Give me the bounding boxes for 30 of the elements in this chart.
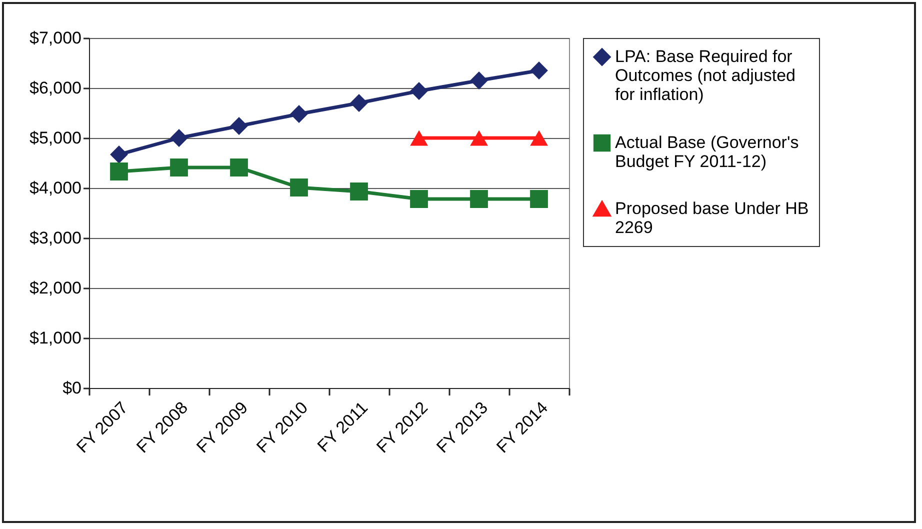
legend-label: Proposed base Under HB 2269 xyxy=(615,199,809,237)
point xyxy=(470,190,488,208)
point xyxy=(530,190,548,208)
y-tick-label: $1,000 xyxy=(30,328,82,348)
point xyxy=(530,130,548,146)
point xyxy=(350,94,368,112)
point xyxy=(530,62,548,80)
point xyxy=(410,130,428,146)
y-tick-label: $6,000 xyxy=(30,78,82,98)
y-tick-label: $0 xyxy=(62,378,82,398)
point xyxy=(470,130,488,146)
point xyxy=(170,158,188,176)
point xyxy=(110,146,128,164)
y-tick-label: $2,000 xyxy=(30,278,82,298)
point xyxy=(410,190,428,208)
point xyxy=(110,162,128,180)
point xyxy=(470,72,488,90)
point xyxy=(290,178,308,196)
point xyxy=(410,82,428,100)
point xyxy=(350,182,368,200)
point xyxy=(230,158,248,176)
y-tick-label: $3,000 xyxy=(30,228,82,248)
legend-label: LPA: Base Required for Outcomes (not adjusted for inflation) xyxy=(615,47,796,104)
point xyxy=(230,117,248,135)
y-tick-label: $5,000 xyxy=(30,128,82,148)
point xyxy=(170,129,188,147)
y-tick-label: $7,000 xyxy=(30,28,82,48)
legend-label: Actual Base (Governor's Budget FY 2011-12) xyxy=(615,133,799,171)
y-tick-label: $4,000 xyxy=(30,178,82,198)
point xyxy=(290,105,308,123)
